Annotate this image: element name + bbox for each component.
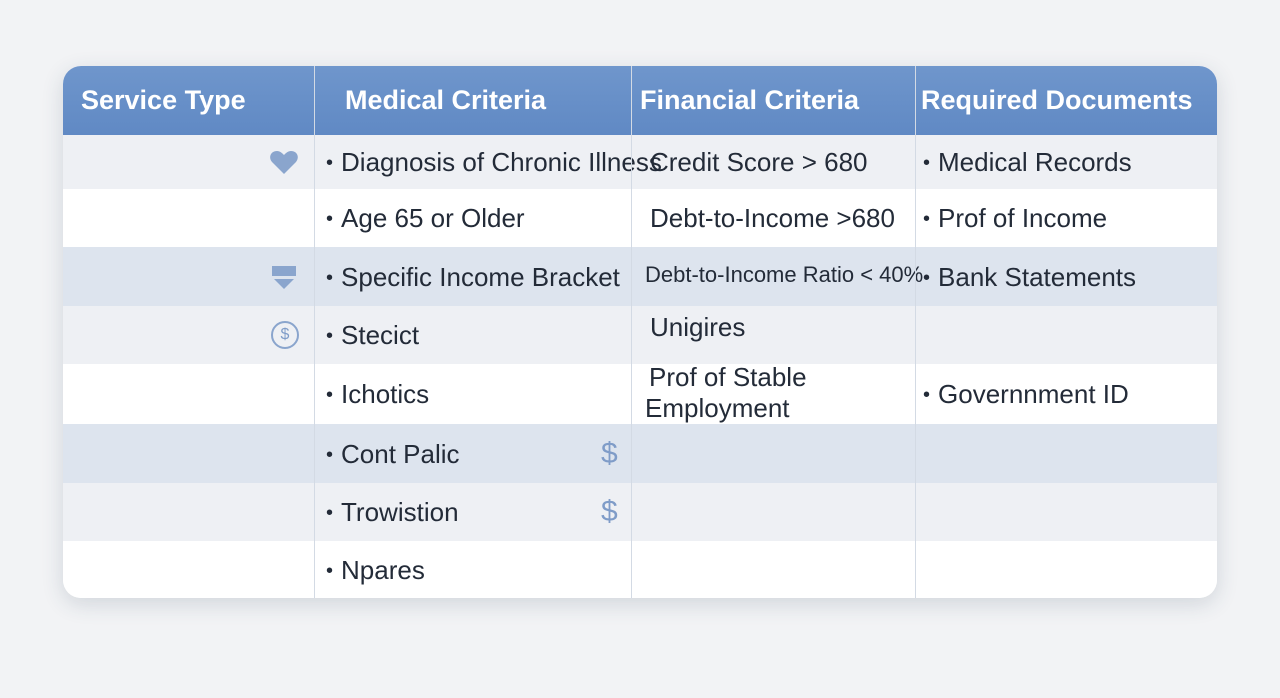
table-row: Specific Income Bracket Debt-to-Income Ra… (63, 247, 1217, 306)
financial-criteria: Employment (645, 393, 790, 423)
required-document: Bank Statements (923, 262, 1136, 293)
financial-criteria: Debt-to-Income Ratio < 40% (645, 261, 924, 287)
required-document: Medical Records (923, 147, 1132, 178)
medical-criteria: Diagnosis of Chronic Illness (326, 147, 662, 178)
medical-criteria: Npares (326, 555, 425, 586)
medical-criteria: Specific Income Bracket (326, 262, 620, 293)
required-document: Governnment ID (923, 379, 1129, 410)
dollar-icon: $ (601, 436, 618, 470)
column-divider (631, 66, 632, 598)
column-header: Required Documents (921, 85, 1193, 115)
column-divider (314, 66, 315, 598)
financial-criteria: Prof of Stable (649, 362, 807, 392)
medical-criteria: Trowistion (326, 497, 459, 528)
table-row: Npares (63, 541, 1217, 598)
column-header: Financial Criteria (640, 85, 860, 115)
table-row: Age 65 or Older Debt-to-Income >680 Prof o… (63, 189, 1217, 247)
heart-icon (270, 151, 298, 174)
financial-criteria: Unigires (650, 312, 746, 342)
medical-criteria: Cont Palic (326, 439, 460, 470)
medical-criteria: Stecict (326, 320, 419, 351)
table-row: Stecict Unigires $ (63, 306, 1217, 364)
financial-criteria: Credit Score > 680 (650, 147, 868, 177)
table-header (63, 66, 1217, 135)
medical-criteria: Age 65 or Older (326, 203, 525, 234)
table-row: Cont Palic $ (63, 424, 1217, 483)
medical-criteria: Ichotics (326, 379, 429, 410)
table-row: Trowistion $ (63, 483, 1217, 541)
column-header: Service Type (81, 85, 246, 115)
id-card-icon (272, 265, 296, 289)
column-header: Medical Criteria (345, 85, 547, 115)
dollar-icon: $ (601, 495, 618, 528)
column-divider (915, 66, 916, 598)
required-document: Prof of Income (923, 203, 1107, 234)
financial-criteria: Debt-to-Income >680 (650, 203, 895, 233)
dollar-circle-icon: $ (271, 321, 299, 349)
